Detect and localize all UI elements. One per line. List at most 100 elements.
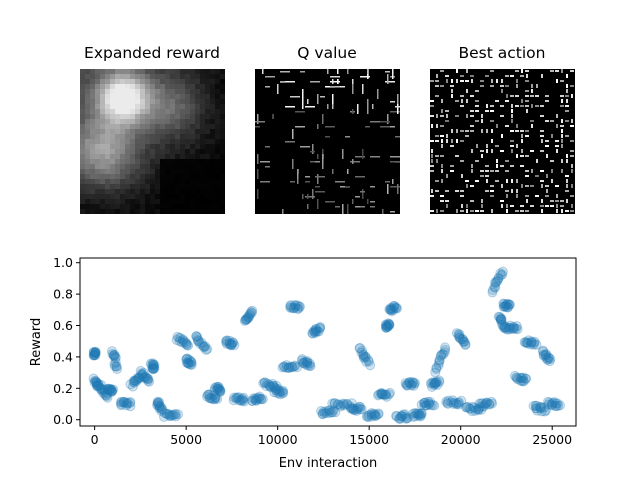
data-point (283, 363, 294, 374)
data-point (529, 336, 540, 347)
data-point (298, 357, 309, 368)
data-point (109, 349, 120, 360)
data-point (381, 320, 392, 331)
data-point (487, 287, 498, 298)
data-point (431, 364, 442, 375)
data-point (172, 331, 183, 342)
data-point (461, 402, 472, 413)
data-point (103, 385, 114, 396)
data-point (93, 380, 104, 391)
data-point (92, 381, 103, 392)
data-point (176, 337, 187, 348)
data-point (154, 400, 165, 411)
data-point (547, 400, 558, 411)
data-point (315, 322, 326, 333)
data-point (421, 400, 432, 411)
data-point (273, 385, 284, 396)
data-point (461, 402, 472, 413)
data-point (412, 408, 423, 419)
data-point (125, 397, 136, 408)
data-point (285, 301, 296, 312)
data-point (127, 381, 138, 392)
data-point (136, 368, 147, 379)
data-point (480, 398, 491, 409)
x-tick-label: 15000 (349, 432, 389, 447)
data-point (204, 392, 215, 403)
data-point (287, 361, 298, 372)
data-point (300, 356, 311, 367)
data-point (437, 349, 448, 360)
data-point (453, 329, 464, 340)
data-point (510, 323, 521, 334)
data-point (256, 394, 267, 405)
data-point (504, 299, 515, 310)
data-point (473, 404, 484, 415)
data-point (335, 400, 346, 411)
data-point (457, 334, 468, 345)
data-point (404, 377, 415, 388)
data-point (90, 346, 101, 357)
data-point (243, 312, 254, 323)
data-point (100, 389, 111, 400)
data-point (270, 385, 281, 396)
data-point (106, 386, 117, 397)
data-point (233, 392, 244, 403)
data-point (221, 335, 232, 346)
data-point (293, 303, 304, 314)
data-point (370, 411, 381, 422)
data-point (317, 409, 328, 420)
data-point (408, 411, 419, 422)
data-point (493, 273, 504, 284)
data-point (193, 336, 204, 347)
data-point (545, 353, 556, 364)
data-point (384, 319, 395, 330)
data-point (107, 348, 118, 359)
data-point (241, 314, 252, 325)
data-point (414, 409, 425, 420)
data-point (237, 394, 248, 405)
data-point (499, 321, 510, 332)
data-point (500, 323, 511, 334)
data-point (110, 353, 121, 364)
data-point (98, 385, 109, 396)
data-point (490, 278, 501, 289)
data-point (338, 398, 349, 409)
data-point (376, 388, 387, 399)
data-point (116, 399, 127, 410)
data-point (462, 401, 473, 412)
data-point (381, 391, 392, 402)
data-point (391, 303, 402, 314)
data-point (429, 378, 440, 389)
data-point (181, 340, 192, 351)
data-point (279, 361, 290, 372)
data-point (381, 321, 392, 332)
data-point (381, 389, 392, 400)
data-point (289, 360, 300, 371)
data-point (366, 408, 377, 419)
data-point (309, 327, 320, 338)
data-point (99, 384, 110, 395)
data-point (512, 324, 523, 335)
data-point (369, 410, 380, 421)
data-point (209, 393, 220, 404)
data-point (90, 347, 101, 358)
data-point (156, 404, 167, 415)
data-point (436, 350, 447, 361)
data-point (481, 397, 492, 408)
data-point (102, 392, 113, 403)
data-point (209, 390, 220, 401)
data-point (138, 372, 149, 383)
data-point (148, 362, 159, 373)
data-point (88, 347, 99, 358)
data-point (227, 337, 238, 348)
data-point (345, 401, 356, 412)
data-point (215, 385, 226, 396)
data-point (254, 393, 265, 404)
data-point (360, 352, 371, 363)
data-point (532, 405, 543, 416)
data-point (214, 384, 225, 395)
data-point (107, 346, 118, 357)
data-point (431, 362, 442, 373)
data-point (387, 303, 398, 314)
data-point (88, 350, 99, 361)
